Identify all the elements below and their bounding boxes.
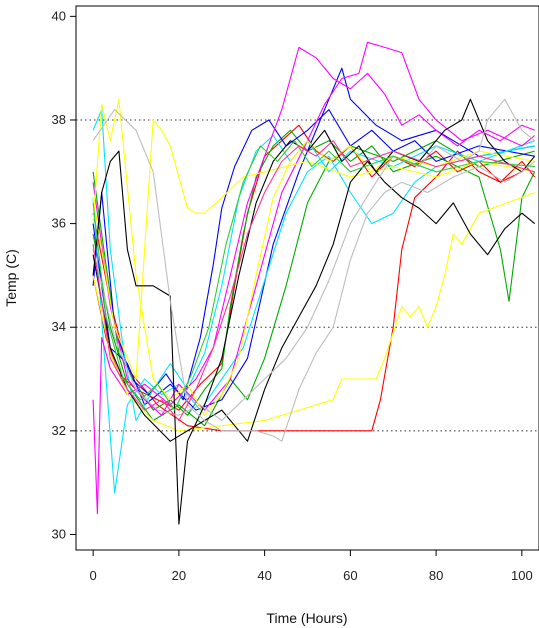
series-line bbox=[92, 109, 536, 442]
series-line bbox=[92, 140, 535, 427]
x-tick-label: 100 bbox=[511, 568, 533, 583]
series-line bbox=[92, 140, 535, 411]
series-line bbox=[92, 109, 535, 401]
x-axis: 0 20 40 60 80 100 bbox=[90, 550, 533, 583]
y-axis-title: Temp (C) bbox=[3, 249, 19, 307]
series-line bbox=[92, 191, 535, 432]
y-tick-label: 40 bbox=[52, 8, 66, 23]
series-line bbox=[92, 119, 535, 380]
series-line bbox=[92, 160, 536, 442]
x-axis-title: Time (Hours) bbox=[266, 610, 347, 626]
series-line bbox=[92, 98, 536, 525]
series-line bbox=[92, 140, 535, 422]
x-tick-label: 20 bbox=[172, 568, 186, 583]
series-line bbox=[92, 46, 535, 515]
y-tick-label: 30 bbox=[52, 526, 66, 541]
x-tick-label: 80 bbox=[429, 568, 443, 583]
y-tick-label: 38 bbox=[52, 112, 66, 127]
y-tick-label: 36 bbox=[52, 216, 66, 231]
series-line bbox=[92, 41, 536, 416]
plot-frame bbox=[75, 5, 539, 551]
plot-lines bbox=[92, 41, 536, 525]
series-line bbox=[92, 124, 523, 411]
y-tick-label: 32 bbox=[52, 423, 66, 438]
series-line bbox=[92, 98, 536, 422]
x-tick-label: 60 bbox=[343, 568, 357, 583]
series-line bbox=[92, 98, 535, 416]
series-line bbox=[92, 129, 536, 416]
series-line bbox=[92, 109, 535, 422]
series-line bbox=[92, 145, 535, 494]
x-tick-label: 40 bbox=[257, 568, 271, 583]
y-axis: 30 32 34 36 38 40 bbox=[52, 8, 76, 541]
x-tick-label: 0 bbox=[90, 568, 97, 583]
series-line bbox=[92, 150, 536, 432]
y-tick-label: 34 bbox=[52, 319, 66, 334]
